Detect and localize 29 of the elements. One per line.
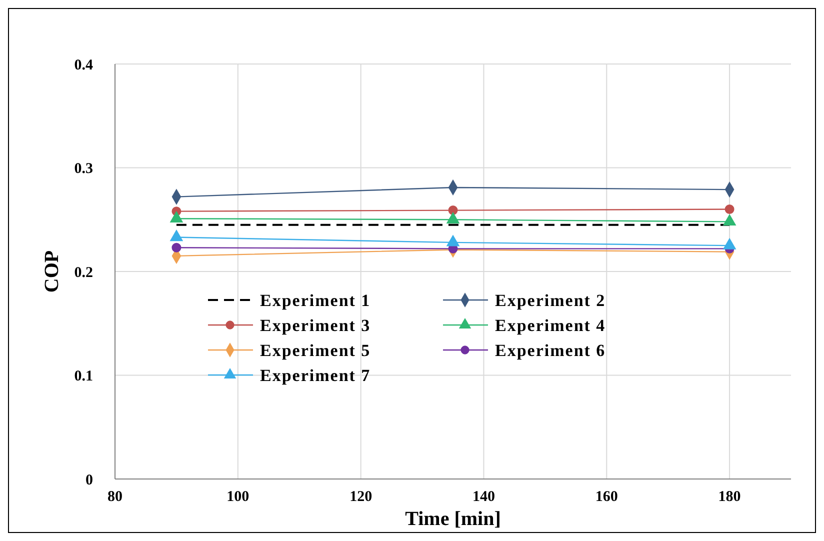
x-tick-label: 120 [350,489,372,505]
point [172,242,182,252]
point [724,204,734,214]
x-tick-label: 80 [108,489,122,505]
legend-label: Experiment 1 [260,290,371,310]
x-tick-label: 180 [718,489,741,505]
point [723,214,736,226]
y-tick-label: 0.1 [74,368,93,384]
y-tick-label: 0 [86,472,93,488]
point [170,230,183,242]
legend-label: Experiment 5 [260,340,371,360]
point [723,238,736,250]
x-tick-label: 140 [472,489,495,505]
x-tick-label: 100 [226,489,250,505]
legend-label: Experiment 4 [495,316,606,335]
legend-label: Experiment 3 [260,316,371,335]
point [446,212,460,224]
y-axis-title: COP [41,250,63,293]
legend-label: Experiment 7 [260,366,371,385]
point [446,235,460,246]
legend-label: Experiment 6 [495,340,606,360]
legend-label: Experiment 2 [495,290,606,310]
y-tick-label: 0.4 [74,57,94,74]
y-tick-label: 0.2 [74,264,93,281]
y-tick-label: 0.3 [74,161,93,177]
x-tick-label: 160 [595,489,618,505]
point [448,206,458,216]
x-axis-title: Time [min] [405,508,501,530]
point [170,212,183,222]
